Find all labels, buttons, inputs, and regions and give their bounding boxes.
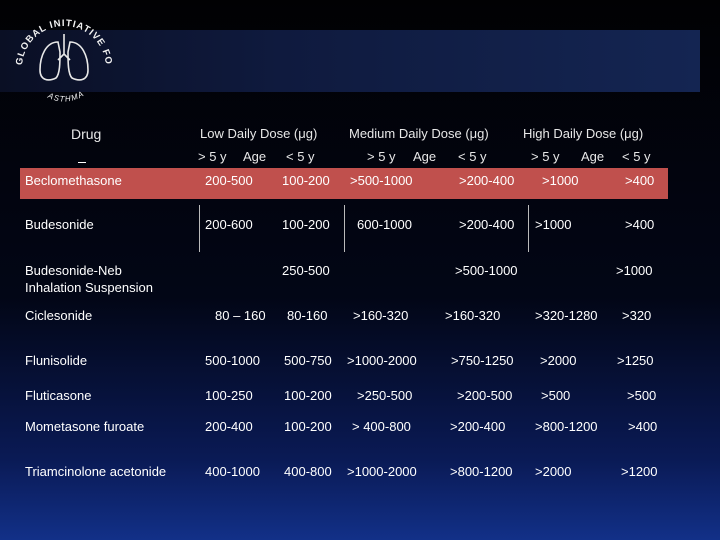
low-age-label: Age [243,149,267,164]
dose-med-gt5: > 400-800 [352,419,411,434]
dose-high-gt5: >500 [541,388,571,403]
dose-low-lt5: 400-800 [284,464,332,479]
dose-low-gt5: 500-1000 [205,353,260,368]
dose-med-lt5: >200-400 [459,217,515,232]
dose-high-gt5: >1000 [535,217,572,232]
high-age-gt5: > 5 y [531,149,560,164]
svg-text:ASTHMA: ASTHMA [46,89,86,104]
dose-high-gt5: >1000 [542,173,579,188]
drug-name: Budesonide [25,217,94,232]
dose-low-lt5: 100-200 [282,217,330,232]
column-divider [199,205,200,252]
dose-low-lt5: 250-500 [282,263,330,278]
dose-high-gt5: >800-1200 [535,419,598,434]
med-age-label: Age [413,149,437,164]
dose-med-gt5: >1000-2000 [347,353,417,368]
medium-dose-header: Medium Daily Dose (μg) [349,126,489,141]
dose-high-lt5: >320 [622,308,652,323]
drug-name-line1: Budesonide-Neb [25,263,122,278]
dose-low-gt5: 200-400 [205,419,253,434]
low-age-lt5: < 5 y [286,149,315,164]
dose-low-gt5: 80 – 160 [215,308,266,323]
dose-low-lt5: 100-200 [284,419,332,434]
dose-high-gt5: >2000 [535,464,572,479]
dose-med-gt5: >250-500 [357,388,413,403]
dose-low-lt5: 100-200 [282,173,330,188]
drug-name-line2: Inhalation Suspension [25,280,153,295]
logo-text-bottom: ASTHMA [46,89,85,104]
drug-name: Ciclesonide [25,308,93,323]
drug-name: Beclomethasone [25,173,122,188]
drug-name: Fluticasone [25,388,92,403]
dose-med-lt5: >160-320 [445,308,501,323]
dose-high-lt5: >400 [625,217,655,232]
dose-high-gt5: >320-1280 [535,308,598,323]
med-age-lt5: < 5 y [458,149,487,164]
drug-name: Triamcinolone acetonide [25,464,167,479]
dose-high-gt5: >2000 [540,353,577,368]
dose-high-lt5: >1000 [616,263,653,278]
title-bar [0,30,700,92]
dose-high-lt5: >1200 [621,464,658,479]
column-divider [528,205,529,252]
high-age-lt5: < 5 y [622,149,651,164]
med-age-gt5: > 5 y [367,149,396,164]
high-age-label: Age [581,149,605,164]
dose-high-lt5: >1250 [617,353,654,368]
highlighted-row [20,168,668,199]
dose-high-lt5: >400 [628,419,658,434]
drug-header: Drug [71,126,102,142]
lungs-logo-icon [39,34,89,81]
dose-med-lt5: >500-1000 [455,263,518,278]
gina-logo: GLOBAL INITIATIVE FOR ASTHMA [8,8,113,104]
dose-low-lt5: 500-750 [284,353,332,368]
dose-high-lt5: >500 [627,388,657,403]
dose-low-lt5: 100-200 [284,388,332,403]
dose-low-gt5: 100-250 [205,388,253,403]
dose-med-lt5: >800-1200 [450,464,513,479]
dose-med-gt5: >1000-2000 [347,464,417,479]
drug-name: Mometasone furoate [25,419,145,434]
low-dose-header: Low Daily Dose (μg) [200,126,318,141]
dose-med-lt5: >200-500 [457,388,513,403]
dose-low-lt5: 80-160 [287,308,328,323]
dose-med-lt5: >750-1250 [451,353,514,368]
low-age-gt5: > 5 y [198,149,227,164]
dose-low-gt5: 200-600 [205,217,253,232]
dose-low-gt5: 400-1000 [205,464,260,479]
dose-med-lt5: >200-400 [450,419,506,434]
high-dose-header: High Daily Dose (μg) [523,126,644,141]
dose-med-gt5: >160-320 [353,308,409,323]
dose-med-lt5: >200-400 [459,173,515,188]
drug-name: Flunisolide [25,353,88,368]
header-dash [78,162,86,163]
dose-low-gt5: 200-500 [205,173,253,188]
column-divider [344,205,345,252]
dose-med-gt5: >500-1000 [350,173,413,188]
dose-med-gt5: 600-1000 [357,217,412,232]
dose-high-lt5: >400 [625,173,655,188]
